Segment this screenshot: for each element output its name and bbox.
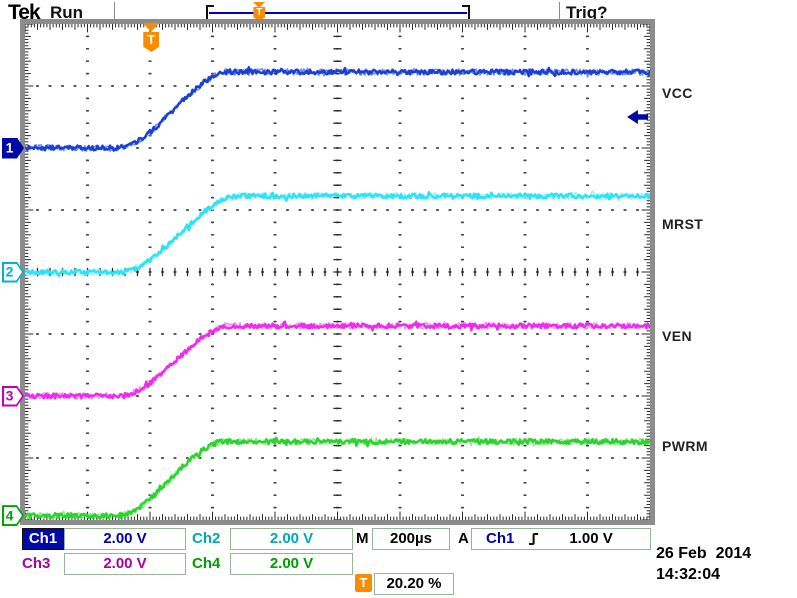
header-divider (114, 2, 115, 23)
ch3-name-label: Ch3 (22, 555, 51, 572)
trigger-source: Ch1 (486, 530, 515, 547)
trigger-readout: Ch1 1.00 V (471, 528, 651, 550)
trigger-triangle-icon (253, 2, 266, 8)
trace-fringe-ch4 (25, 436, 650, 520)
ch4-scale-readout: 2.00 V (230, 553, 353, 575)
trace-fringe-ch1 (25, 67, 650, 152)
acquisition-status: Run (50, 3, 84, 22)
trace-label-ven: VEN (662, 328, 692, 344)
waveform-plot (25, 24, 650, 520)
ch3-scale-readout: 2.00 V (64, 553, 186, 575)
record-trigger-position-icon: T (251, 2, 267, 22)
rising-edge-icon (529, 532, 539, 546)
trigger-position-icon: T (143, 23, 160, 53)
ch1-scale-readout: 2.00 V (64, 528, 186, 550)
trace-fringe-ch2 (25, 190, 650, 277)
timebase-readout: 200µs (372, 528, 450, 550)
trigger-t-icon: T (143, 32, 160, 52)
trigger-triangle-icon (143, 23, 160, 32)
ch2-scale-readout: 2.00 V (230, 528, 353, 550)
trigger-position-readout: 20.20 % (374, 573, 454, 595)
trace-ch4 (25, 436, 650, 520)
trigger-status: Trig? (566, 3, 608, 22)
trace-ch1 (25, 65, 650, 152)
record-line (209, 12, 467, 14)
channel-3-marker: 3 (2, 385, 24, 407)
trace-label-mrst: MRST (662, 216, 704, 232)
trigger-position-t-icon: T (355, 574, 372, 592)
time-text: 14:32:04 (656, 566, 721, 583)
channel-1-marker: 1 (2, 137, 24, 159)
center-axis-ticks (36, 35, 639, 520)
ch2-name-label: Ch2 (192, 530, 221, 547)
date-text: 26 Feb 2014 (656, 545, 752, 562)
trigger-t-icon: T (253, 7, 266, 21)
ch1-name-badge: Ch1 (22, 528, 64, 550)
ch4-name-label: Ch4 (192, 555, 221, 572)
trigger-mode-label: A (458, 530, 469, 547)
trace-ch3 (25, 320, 650, 400)
header-divider-2 (559, 2, 560, 23)
channel-2-marker: 2 (2, 261, 24, 283)
timebase-label: M (356, 530, 369, 547)
trace-ch2 (25, 191, 650, 277)
trace-label-pwrm: PWRM (662, 438, 708, 454)
trace-label-vcc: VCC (662, 85, 693, 101)
trigger-level: 1.00 V (569, 530, 613, 547)
channel-4-marker: 4 (2, 505, 24, 527)
tek-logo: Tek (8, 1, 41, 24)
